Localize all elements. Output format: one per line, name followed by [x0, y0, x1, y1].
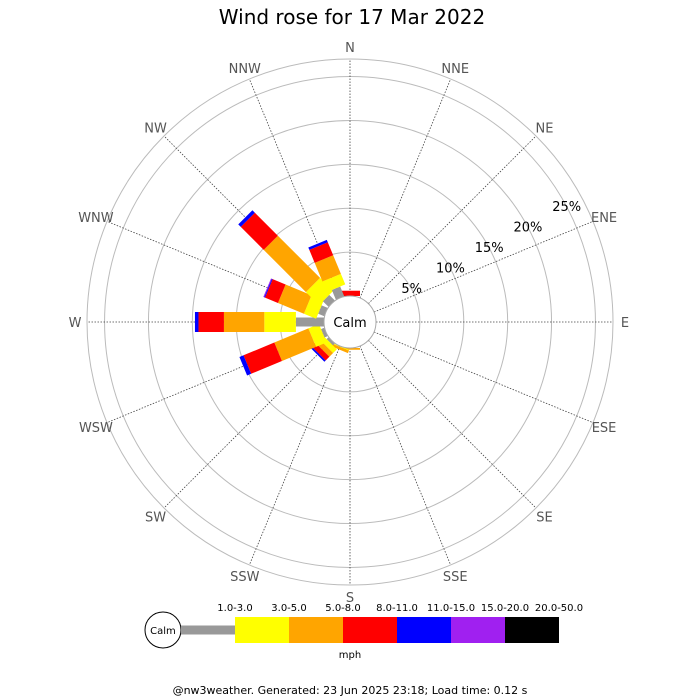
direction-label-sse: SSE	[443, 570, 468, 585]
percent-label-20: 20%	[514, 220, 543, 235]
legend-swatch-6	[505, 617, 559, 643]
ring-15	[191, 163, 509, 481]
bar-wsw-bin-1	[308, 324, 327, 347]
legend-label-4: 11.0-15.0	[427, 603, 475, 614]
spoke-sse	[359, 345, 452, 566]
legend-swatch-1	[235, 617, 289, 643]
legend-calm-label: Calm	[150, 626, 176, 637]
speed-legend: Calm 1.0-3.0 3.0-5.0 5.0-8.0 8.0-11.0 11.0-15…	[144, 603, 583, 661]
bar-n-bin-3	[340, 290, 360, 296]
legend-label-0: 1.0-3.0	[217, 603, 252, 614]
bar-wsw-bin-2	[274, 328, 317, 362]
direction-label-s: S	[346, 591, 354, 606]
bar-nw-bin-0	[322, 294, 335, 307]
calm-center: Calm	[323, 295, 377, 349]
calm-circle	[323, 295, 377, 349]
direction-label-ene: ENE	[591, 211, 617, 226]
bar-wnw-bin-5	[263, 278, 272, 298]
bar-w-bin-0	[295, 317, 324, 327]
direction-label-sw: SW	[145, 510, 166, 525]
direction-label-n: N	[345, 41, 355, 56]
spoke-ssw	[248, 345, 341, 566]
direction-label-ne: NE	[535, 122, 553, 137]
percent-label-15: 15%	[475, 241, 504, 256]
chart-title: Wind rose for 17 Mar 2022	[219, 5, 485, 29]
direction-label-nne: NNE	[441, 62, 469, 77]
spoke-ne	[368, 135, 537, 304]
legend-label-1: 3.0-5.0	[271, 603, 306, 614]
spoke-ene	[373, 220, 594, 313]
bar-w-bin-4	[194, 312, 199, 332]
legend-swatch-2	[289, 617, 343, 643]
footer-text: @nw3weather. Generated: 23 Jun 2025 23:1…	[173, 684, 528, 697]
bar-w-bin-2	[223, 312, 265, 332]
bar-s-bin-2	[340, 348, 360, 350]
bar-sw-bin-3	[311, 342, 330, 361]
percent-labels: 5% 10% 15% 20% 25%	[401, 200, 581, 297]
direction-label-ssw: SSW	[230, 570, 260, 585]
legend-label-6: 20.0-50.0	[535, 603, 583, 614]
calm-label: Calm	[333, 316, 366, 331]
direction-label-w: W	[69, 316, 82, 331]
legend-label-2: 5.0-8.0	[325, 603, 360, 614]
bar-wnw-bin-2	[277, 284, 312, 314]
bar-nnw-bin-0	[331, 286, 345, 300]
bar-nnw-bin-2	[314, 255, 341, 282]
direction-labels: N NNE NE ENE E ESE SE SSE S SSW SW WSW W WNW NW NNW	[69, 41, 630, 606]
legend-swatch-4	[397, 617, 451, 643]
bar-sw-bin-0	[326, 337, 335, 346]
legend-label-5: 15.0-20.0	[481, 603, 529, 614]
ring-20	[147, 119, 553, 525]
bar-nw-bin-2	[263, 235, 321, 293]
spoke-ese	[373, 331, 594, 424]
spoke-sw	[163, 340, 332, 509]
direction-label-wnw: WNW	[78, 211, 114, 226]
percent-label-5: 5%	[401, 282, 422, 297]
bar-ssw-bin-2	[329, 343, 349, 354]
direction-label-nw: NW	[144, 122, 167, 137]
direction-label-nnw: NNW	[229, 62, 261, 77]
bar-wsw-bin-0	[321, 327, 328, 338]
legend-swatch-3	[343, 617, 397, 643]
bar-sw-bin-4	[310, 346, 326, 362]
legend-swatch-0	[181, 625, 235, 635]
legend-swatch-5	[451, 617, 505, 643]
spoke-se	[368, 340, 537, 509]
bar-wnw-bin-4	[264, 278, 273, 298]
bar-w-bin-1	[264, 312, 296, 332]
percent-label-25: 25%	[552, 200, 581, 215]
legend-unit: mph	[339, 650, 361, 661]
direction-label-ese: ESE	[592, 421, 617, 436]
bar-wsw-bin-3	[243, 342, 282, 374]
bar-w-bin-3	[198, 312, 224, 332]
bar-nnw-bin-4	[308, 239, 328, 250]
wind-bars	[194, 210, 360, 376]
ring-outer	[86, 58, 614, 586]
bar-nnw-bin-3	[309, 242, 334, 263]
bar-wsw-bin-4	[239, 355, 252, 376]
legend-label-3: 8.0-11.0	[376, 603, 418, 614]
direction-label-wsw: WSW	[79, 421, 113, 436]
bar-nnw-bin-1	[322, 273, 346, 293]
bar-wnw-bin-3	[264, 279, 286, 303]
spoke-nne	[359, 78, 452, 299]
direction-label-se: SE	[536, 510, 552, 525]
percent-label-10: 10%	[436, 262, 465, 277]
bar-nw-bin-4	[238, 210, 255, 227]
direction-label-e: E	[621, 316, 629, 331]
bar-nw-bin-3	[240, 212, 278, 250]
